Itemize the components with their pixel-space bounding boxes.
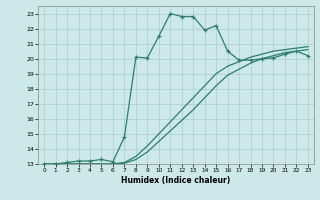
X-axis label: Humidex (Indice chaleur): Humidex (Indice chaleur) (121, 176, 231, 185)
